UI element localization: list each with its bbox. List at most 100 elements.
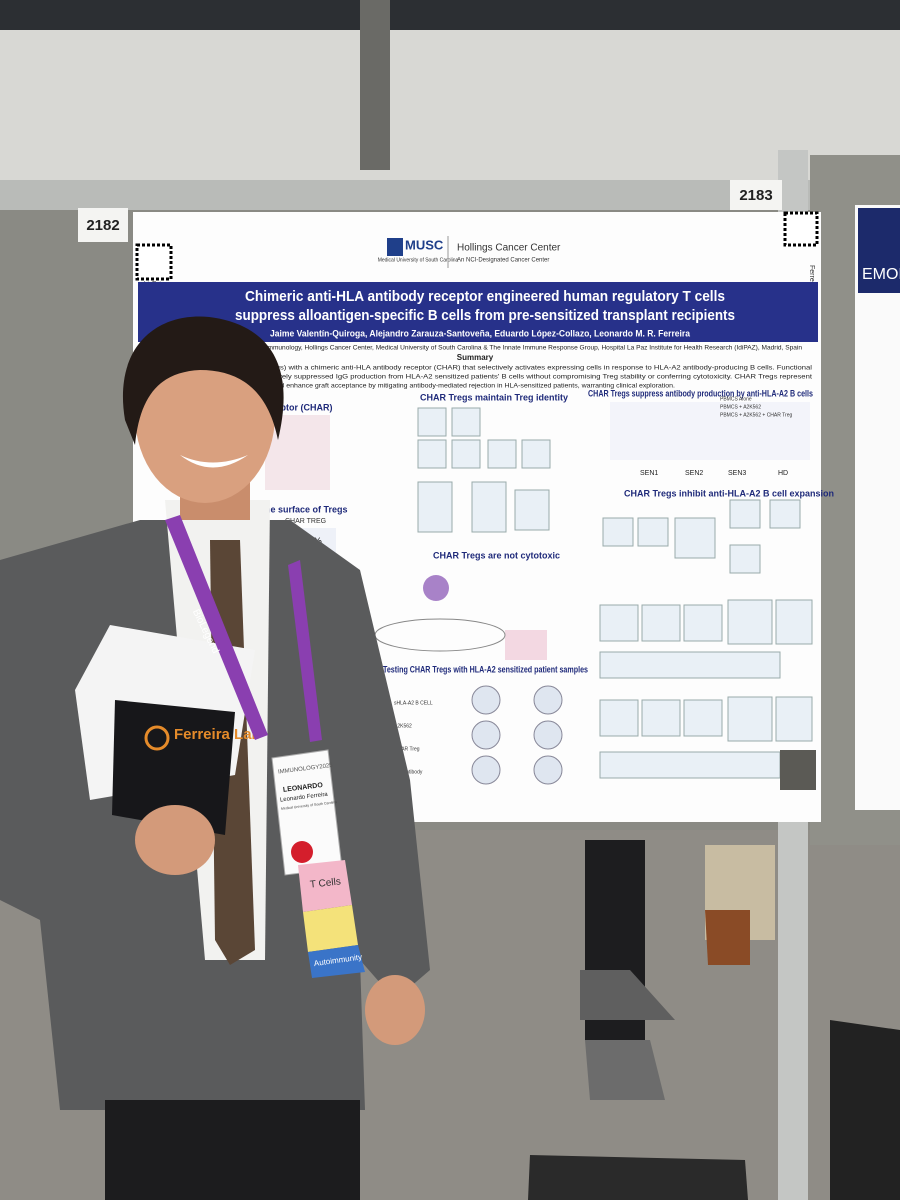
trousers: [105, 1100, 360, 1200]
flow-plot: [599, 604, 639, 642]
row-label: IgG antibody: [394, 769, 423, 775]
qr-code: [783, 211, 819, 247]
section-heading: Testing CHAR Tregs with HLA-A2 sensitize…: [383, 664, 588, 674]
well: [471, 720, 501, 750]
shoe: [580, 970, 675, 1020]
summary-line: (Tregs) with a chimeric anti-HLA antibod…: [262, 366, 812, 372]
badge-name: LEONARDO: [283, 782, 324, 794]
booth-number: 2183: [739, 187, 772, 204]
ribbon: [303, 905, 358, 952]
histogram-panel: [775, 599, 813, 645]
group-label: SEN1: [640, 470, 658, 477]
bar-panel: [599, 751, 781, 779]
pillar: [360, 0, 390, 170]
lanyard: [165, 515, 268, 740]
institution: MUSC: [405, 237, 444, 252]
photo-inset: [780, 750, 816, 790]
bag: [528, 1155, 748, 1200]
well: [533, 685, 563, 715]
board-frame: [0, 180, 810, 210]
section-heading: CHAR Tregs inhibit anti-HLA-A2 B cell ex…: [624, 488, 834, 498]
center-subtitle: An NCI-Designated Cancer Center: [457, 258, 549, 264]
flow-plot: [599, 699, 639, 737]
summary-line: ffectively suppressed IgG production fro…: [262, 375, 812, 381]
section-heading: CHAR Tregs are not cytotoxic: [433, 550, 560, 560]
booth-sign: [78, 208, 128, 242]
bar-panel: [471, 481, 507, 533]
ceiling: [0, 0, 900, 30]
bar-panel: [417, 481, 453, 533]
badge-full-name: Leonardo Ferreira: [280, 792, 329, 804]
legend-entry: PBMCS + A2K562: [720, 404, 761, 410]
hand: [365, 975, 425, 1045]
section-heading: CHAR Tregs maintain Treg identity: [420, 392, 568, 402]
flow-plot: [451, 407, 481, 437]
plate-diagram: [505, 630, 547, 660]
booth-number: 2182: [86, 217, 119, 234]
well: [533, 720, 563, 750]
summary-line: uld enhance graft acceptance by mitigati…: [275, 384, 675, 390]
title-line: suppress alloantigen-specific B cells fr…: [235, 307, 735, 324]
left-text: receptor (CHAR): [262, 402, 333, 412]
flow-plot: [729, 544, 761, 574]
histogram-panel: [775, 696, 813, 742]
flow-plot: [641, 699, 681, 737]
flow-plot: [683, 699, 723, 737]
book: [112, 700, 235, 835]
smile: [180, 455, 248, 468]
institution-full: Medical University of South Carolina: [378, 257, 459, 263]
section-heading: CHAR Tregs suppress antibody production …: [588, 388, 813, 398]
row-label: CHAR Treg: [394, 746, 420, 752]
flow-plot: [521, 439, 551, 469]
cell-diagram: [423, 575, 449, 601]
bar-panel: [610, 402, 810, 460]
well: [471, 755, 501, 785]
badge-affiliation: Medical University of South Carolina: [281, 800, 338, 811]
flow-plot: [451, 439, 481, 469]
hair: [122, 316, 284, 445]
lanyard: [288, 560, 322, 742]
flow-plot: [641, 604, 681, 642]
title-line: Chimeric anti-HLA antibody receptor engi…: [245, 288, 725, 305]
musc-logo: [387, 238, 403, 256]
hand: [135, 805, 215, 875]
flow-plot: [602, 517, 634, 547]
neighbor-title: EMORY: [862, 266, 900, 283]
center: Hollings Cancer Center: [457, 243, 561, 254]
ribbon: [298, 860, 352, 912]
shoe: [585, 1040, 665, 1100]
bar-panel: [514, 489, 550, 531]
neighbor-header: [858, 208, 900, 293]
legend-entry: PBMCS Alone: [720, 396, 752, 402]
left-text: CHAR TREG: [285, 518, 326, 525]
flow-plot: [769, 499, 801, 529]
booth-sign: [730, 180, 782, 210]
book-title: Ferreira Lab: [174, 726, 261, 743]
histogram-panel: [727, 696, 773, 742]
backpack: [830, 1020, 900, 1200]
flow-plot: [417, 439, 447, 469]
neighbor-poster: [855, 205, 900, 810]
well: [471, 685, 501, 715]
histogram-panel: [727, 599, 773, 645]
flow-plot: [683, 604, 723, 642]
legend-entry: PBMCS + A2K562 + CHAR Treg: [720, 412, 792, 418]
flow-plot: [729, 499, 761, 529]
affiliation: t Immunology, Hollings Cancer Center, Me…: [262, 346, 802, 352]
qr-code: [135, 243, 173, 281]
flow-plot: [674, 517, 716, 559]
left-text: the surface of Tregs: [262, 504, 348, 514]
group-label: SEN2: [685, 470, 703, 477]
pin: [291, 841, 313, 863]
group-label: HD: [778, 470, 788, 477]
book-logo: [144, 725, 170, 751]
summary-heading: Summary: [457, 353, 494, 362]
shoe: [705, 910, 750, 965]
flow-plot: [417, 407, 447, 437]
authors: Jaime Valentín-Quiroga, Alejandro Zarauz…: [270, 328, 691, 338]
group-label: SEN3: [728, 470, 746, 477]
wall: [0, 30, 900, 180]
ribbon: [308, 945, 365, 978]
flow-plot: [487, 439, 517, 469]
